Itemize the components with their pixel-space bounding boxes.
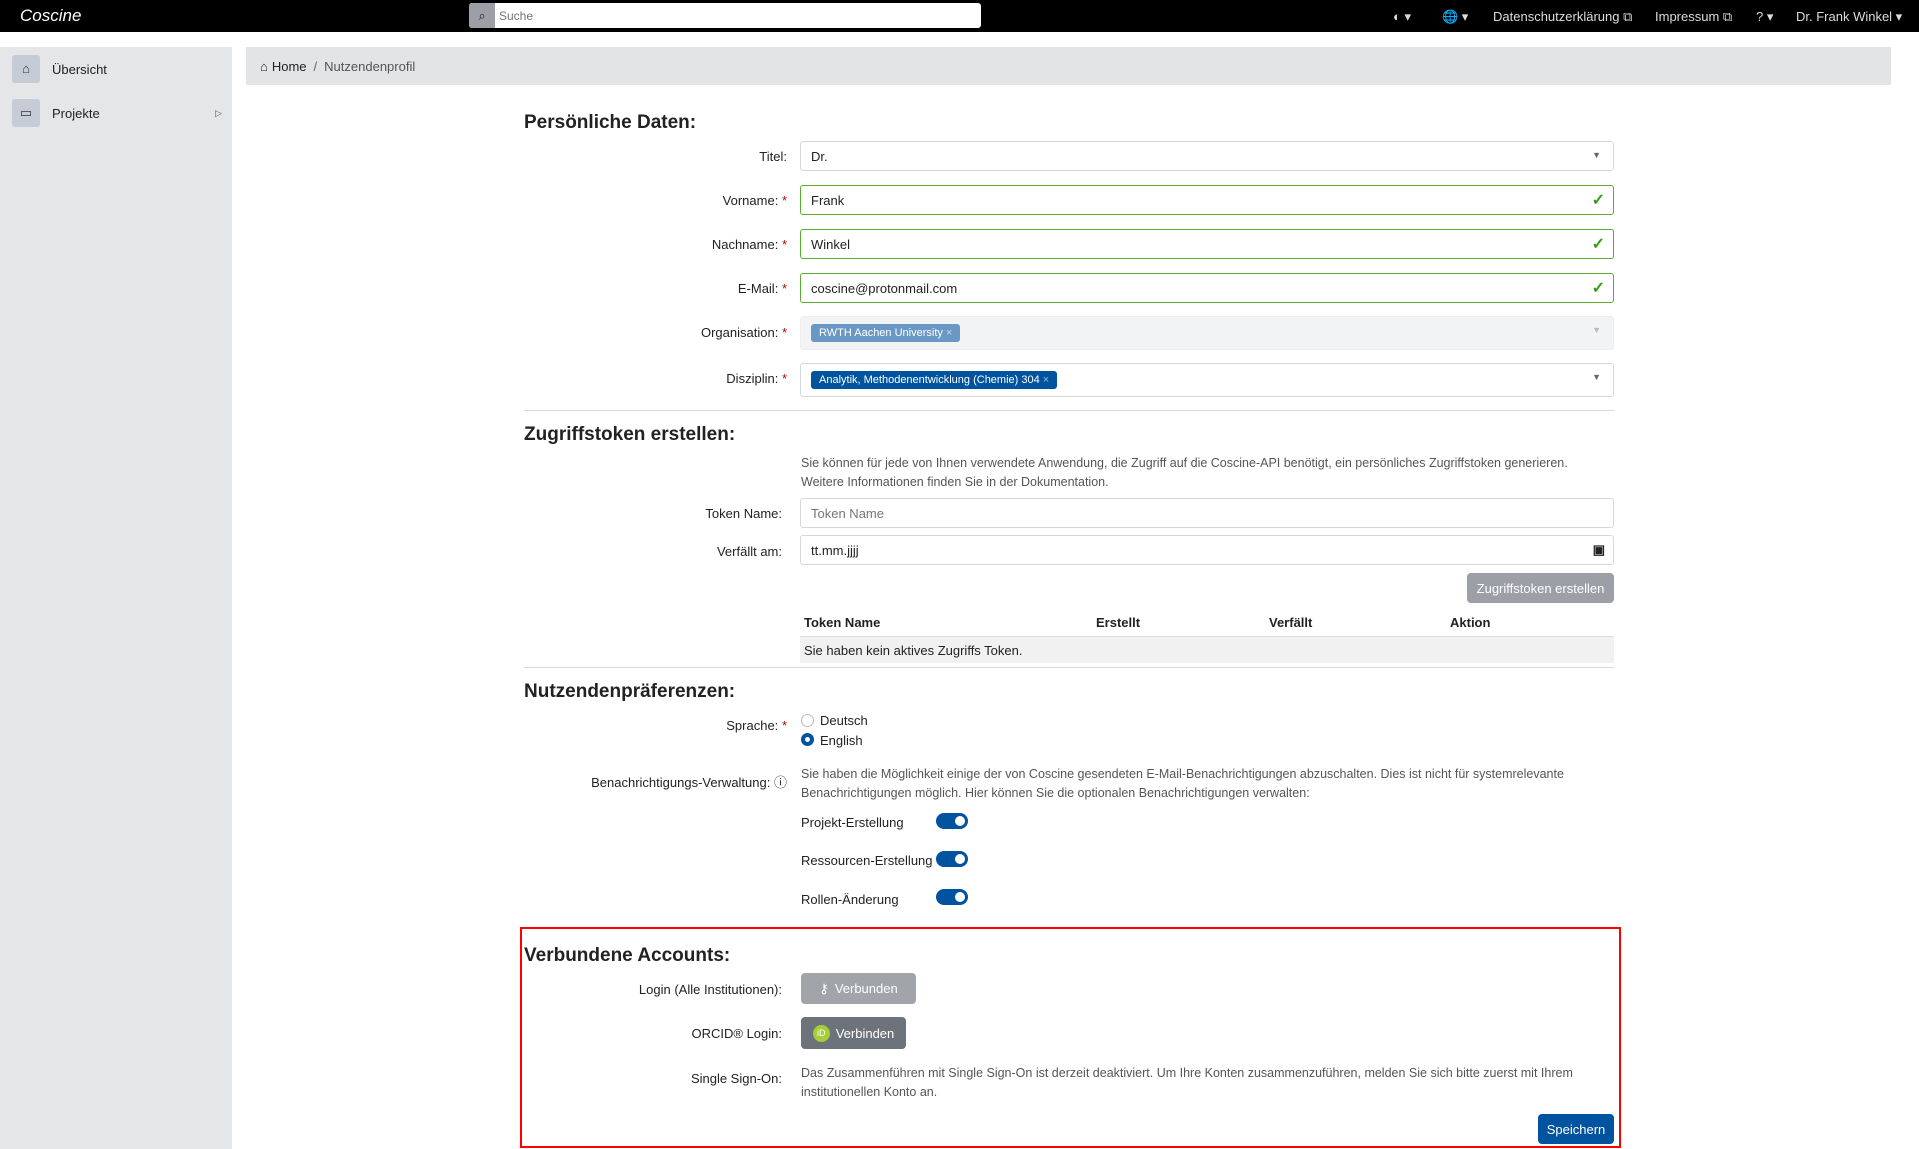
search-input[interactable]: [499, 3, 969, 28]
firstname-label: Vorname: *: [722, 193, 787, 208]
home-icon: ⌂: [260, 58, 268, 74]
token-table-empty-row: Sie haben kein aktives Zugriffs Token.: [800, 636, 1614, 663]
divider: [524, 667, 1614, 668]
chevron-down-icon: ▼: [1592, 372, 1601, 382]
highlight-box: [520, 927, 1621, 1148]
column-header-token-name[interactable]: Token Name: [804, 615, 881, 630]
chevron-down-icon: ▼: [1592, 150, 1601, 160]
radio-label-deutsch: Deutsch: [820, 713, 868, 728]
info-icon[interactable]: ⓘ: [773, 775, 787, 790]
coscine-logo[interactable]: Coscine: [20, 6, 82, 25]
expiry-placeholder: tt.mm.jjjj: [811, 542, 859, 558]
toggle-project-creation[interactable]: [936, 813, 968, 829]
title-label: Titel:: [759, 149, 787, 164]
discipline-select[interactable]: Analytik, Methodenentwicklung (Chemie) 3…: [800, 363, 1614, 397]
create-token-button[interactable]: Zugriffstoken erstellen: [1467, 573, 1614, 603]
sidebar-item-overview[interactable]: ⌂ Übersicht: [12, 54, 222, 84]
column-header-created[interactable]: Erstellt: [1096, 615, 1141, 630]
breadcrumb-current: Nutzendenprofil: [324, 58, 416, 74]
discipline-tag: Analytik, Methodenentwicklung (Chemie) 3…: [811, 371, 1058, 389]
breadcrumb-home[interactable]: Home: [271, 58, 307, 74]
login-label: Login (Alle Institutionen):: [638, 982, 782, 997]
toggle-resource-creation[interactable]: [936, 851, 968, 867]
radio-deutsch[interactable]: [801, 714, 814, 727]
theme-toggle[interactable]: ◐ ▾: [1393, 9, 1411, 24]
notification-label: Benachrichtigungs-Verwaltung: ⓘ: [591, 775, 787, 790]
folder-icon: ▭: [12, 99, 40, 127]
breadcrumb: ⌂ Home / Nutzendenprofil: [246, 47, 1891, 85]
lastname-input[interactable]: Winkel ✓: [800, 229, 1614, 259]
token-name-label: Token Name:: [705, 506, 782, 521]
top-bar: Coscine ⌕ ◐ ▾ 🌐 ▾ Datenschutzerklärung ⧉…: [0, 0, 1919, 32]
lastname-value: Winkel: [811, 236, 851, 252]
chevron-right-icon[interactable]: ▷: [215, 107, 222, 118]
chevron-down-icon: ▼: [1592, 325, 1601, 335]
firstname-value: Frank: [811, 192, 845, 208]
toggle-label-resource: Ressourcen-Erstellung: [801, 853, 933, 868]
email-input[interactable]: coscine@protonmail.com ✓: [800, 273, 1614, 303]
sidebar: ⌂ Übersicht ▭ Projekte ▷: [0, 47, 232, 1149]
key-icon: ⚷: [819, 980, 829, 996]
sidebar-item-label: Projekte: [52, 105, 100, 121]
check-icon: ✓: [1591, 280, 1605, 297]
preferences-heading: Nutzendenpräferenzen:: [524, 681, 736, 702]
discipline-label: Disziplin: *: [726, 371, 787, 386]
toggle-role-change[interactable]: [936, 889, 968, 905]
personal-data-heading: Persönliche Daten:: [524, 112, 697, 133]
breadcrumb-separator: /: [313, 58, 318, 74]
login-connected-button: ⚷ Verbunden: [801, 973, 916, 1004]
check-icon: ✓: [1591, 236, 1605, 253]
calendar-icon[interactable]: ▣: [1592, 542, 1605, 557]
token-heading: Zugriffstoken erstellen:: [524, 424, 736, 445]
language-menu[interactable]: 🌐 ▾: [1442, 9, 1469, 24]
email-value: coscine@protonmail.com: [811, 280, 958, 296]
search-icon: ⌕: [469, 3, 495, 28]
sso-description: Das Zusammenführen mit Single Sign-On is…: [801, 1066, 1573, 1099]
imprint-link[interactable]: Impressum ⧉: [1655, 9, 1733, 24]
notification-description: Sie haben die Möglichkeit einige der von…: [801, 767, 1564, 800]
accounts-heading: Verbundene Accounts:: [524, 945, 731, 966]
sidebar-item-label: Übersicht: [52, 61, 107, 77]
organisation-select[interactable]: RWTH Aachen University × ▼: [800, 316, 1614, 350]
organisation-label: Organisation: *: [700, 325, 787, 340]
expiry-label: Verfällt am:: [716, 544, 782, 559]
toggle-label-role: Rollen-Änderung: [801, 892, 899, 907]
orcid-icon: iD: [812, 1024, 830, 1042]
title-select[interactable]: Dr. ▼: [800, 141, 1614, 171]
privacy-link[interactable]: Datenschutzerklärung ⧉: [1493, 9, 1633, 24]
column-header-action: Aktion: [1450, 615, 1491, 630]
radio-label-english: English: [820, 733, 863, 748]
token-description: Sie können für jede von Ihnen verwendete…: [801, 456, 1568, 489]
orcid-label: ORCID® Login:: [691, 1026, 783, 1041]
firstname-input[interactable]: Frank ✓: [800, 185, 1614, 215]
sso-label: Single Sign-On:: [690, 1071, 782, 1086]
organisation-tag: RWTH Aachen University ×: [811, 324, 961, 342]
lastname-label: Nachname: *: [711, 237, 787, 252]
toggle-label-project: Projekt-Erstellung: [801, 815, 904, 830]
token-name-input[interactable]: [800, 498, 1614, 528]
expiry-date-input[interactable]: tt.mm.jjjj ▣: [800, 535, 1614, 565]
column-header-expires[interactable]: Verfällt: [1269, 615, 1313, 630]
home-icon: ⌂: [12, 55, 40, 83]
divider: [524, 410, 1614, 411]
user-menu[interactable]: Dr. Frank Winkel ▾: [1796, 9, 1903, 24]
check-icon: ✓: [1591, 192, 1605, 209]
title-value: Dr.: [811, 148, 828, 164]
email-label: E-Mail: *: [737, 281, 787, 296]
sidebar-item-projects[interactable]: ▭ Projekte ▷: [12, 98, 222, 128]
save-button[interactable]: Speichern: [1538, 1114, 1614, 1144]
orcid-connect-button[interactable]: iD Verbinden: [801, 1017, 906, 1049]
help-menu[interactable]: ? ▾: [1756, 9, 1774, 24]
language-label: Sprache: *: [726, 718, 787, 733]
search-box[interactable]: ⌕: [469, 3, 981, 28]
radio-english[interactable]: [801, 733, 814, 746]
